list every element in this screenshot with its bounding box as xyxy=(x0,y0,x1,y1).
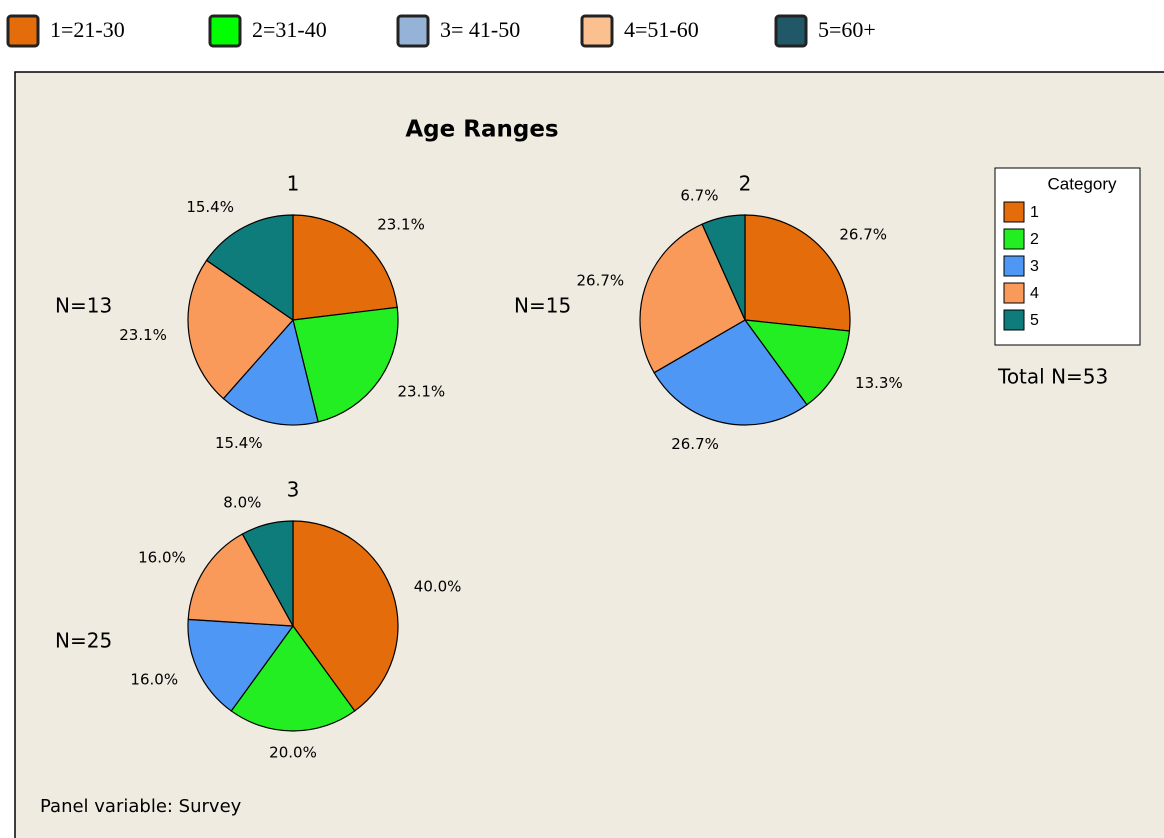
pie-title: 2 xyxy=(739,172,752,196)
panel-background xyxy=(14,71,1164,838)
n-label: N=25 xyxy=(55,629,112,653)
n-label: N=13 xyxy=(55,294,112,318)
top-legend-label: 2=31-40 xyxy=(252,17,327,42)
value-label: 15.4% xyxy=(215,434,263,452)
top-legend-label: 1=21-30 xyxy=(50,17,125,42)
pie-slice xyxy=(292,306,399,423)
value-label: 26.7% xyxy=(671,435,719,453)
pie-slice xyxy=(744,214,851,332)
value-label: 26.7% xyxy=(839,226,887,244)
value-label: 23.1% xyxy=(377,215,425,233)
pie-slice xyxy=(230,624,356,732)
pie-slice xyxy=(187,618,295,712)
pie-slice xyxy=(292,520,399,712)
legend-swatch xyxy=(1003,228,1025,250)
value-label: 8.0% xyxy=(223,493,261,511)
pie-slice xyxy=(205,214,294,322)
pie-title: 1 xyxy=(287,172,300,196)
pie-slice xyxy=(222,318,319,426)
pie-slice xyxy=(241,520,294,627)
pie-slice xyxy=(653,319,808,426)
pie-slice xyxy=(639,223,746,374)
value-label: 23.1% xyxy=(398,383,446,401)
value-label: 26.7% xyxy=(576,271,624,289)
chart-title: Age Ranges xyxy=(405,117,558,143)
legend-label: 5 xyxy=(1030,312,1039,329)
legend-swatch xyxy=(1003,309,1025,331)
top-legend-swatch xyxy=(208,14,242,48)
legend-label: 2 xyxy=(1030,231,1039,248)
top-legend-label: 5=60+ xyxy=(818,17,876,42)
pie-slice xyxy=(701,214,746,321)
pie-slice xyxy=(743,319,851,406)
value-label: 15.4% xyxy=(186,198,234,216)
legend-title: Category xyxy=(1048,174,1117,193)
legend-label: 3 xyxy=(1030,258,1039,275)
value-label: 13.3% xyxy=(855,374,903,392)
top-legend-label: 4=51-60 xyxy=(624,17,699,42)
top-legend-swatch xyxy=(6,14,40,48)
pie-slice xyxy=(187,259,294,400)
legend-label: 4 xyxy=(1030,285,1039,302)
pie-title: 3 xyxy=(287,478,300,502)
value-label: 16.0% xyxy=(138,548,186,566)
footnote: Panel variable: Survey xyxy=(40,796,242,817)
value-label: 16.0% xyxy=(130,671,178,689)
legend-swatch xyxy=(1003,201,1025,223)
top-legend-label: 3= 41-50 xyxy=(440,17,520,42)
n-label: N=15 xyxy=(514,294,571,318)
value-label: 40.0% xyxy=(414,577,462,595)
top-legend-swatch xyxy=(580,14,614,48)
legend-label: 1 xyxy=(1030,204,1039,221)
value-label: 6.7% xyxy=(680,186,718,204)
pie-slice xyxy=(187,533,295,627)
legend-swatch xyxy=(1003,282,1025,304)
top-legend-swatch xyxy=(396,14,430,48)
legend-swatch xyxy=(1003,255,1025,277)
top-legend-swatch xyxy=(774,14,808,48)
value-label: 23.1% xyxy=(119,326,167,344)
total-label: Total N=53 xyxy=(997,365,1108,389)
pie-slice xyxy=(292,214,398,321)
value-label: 20.0% xyxy=(269,744,317,762)
